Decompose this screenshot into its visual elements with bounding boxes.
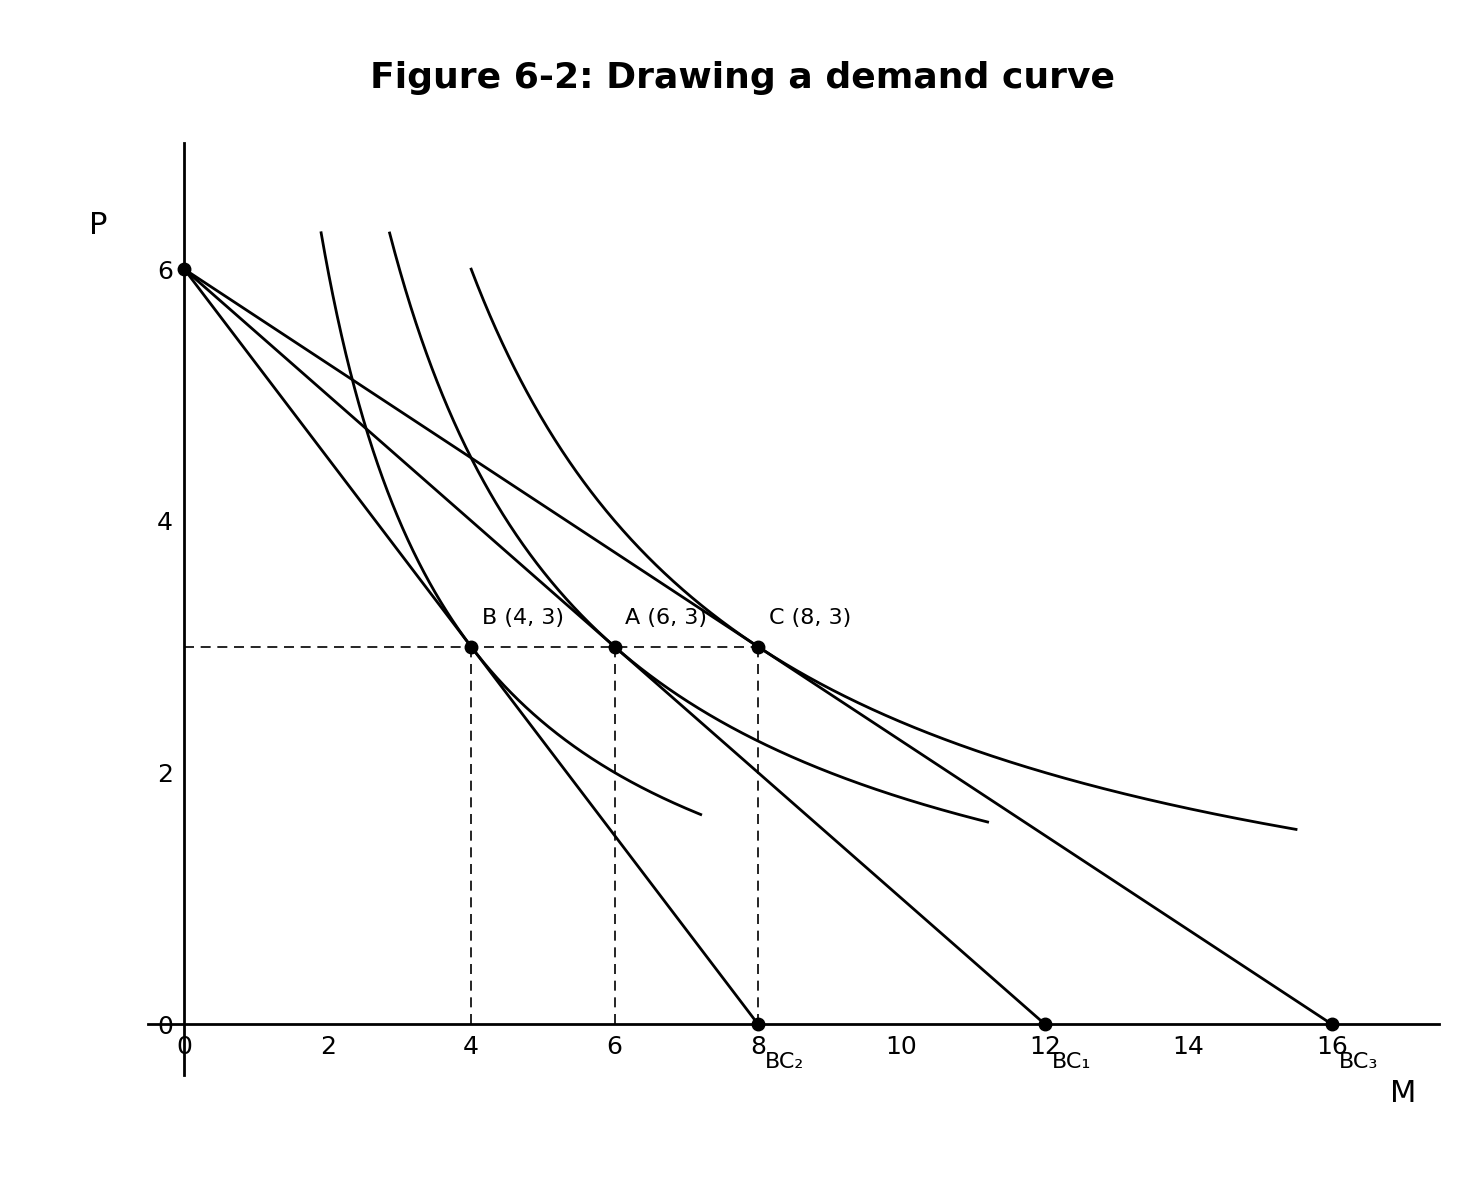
Text: BC₁: BC₁	[1052, 1052, 1092, 1072]
Text: BC₂: BC₂	[766, 1052, 804, 1072]
Text: Figure 6-2: Drawing a demand curve: Figure 6-2: Drawing a demand curve	[370, 61, 1114, 94]
Text: B (4, 3): B (4, 3)	[482, 608, 564, 628]
Text: A (6, 3): A (6, 3)	[625, 608, 708, 628]
Text: M: M	[1391, 1079, 1417, 1108]
Text: C (8, 3): C (8, 3)	[769, 608, 852, 628]
Text: P: P	[89, 210, 107, 240]
Text: BC₃: BC₃	[1339, 1052, 1379, 1072]
